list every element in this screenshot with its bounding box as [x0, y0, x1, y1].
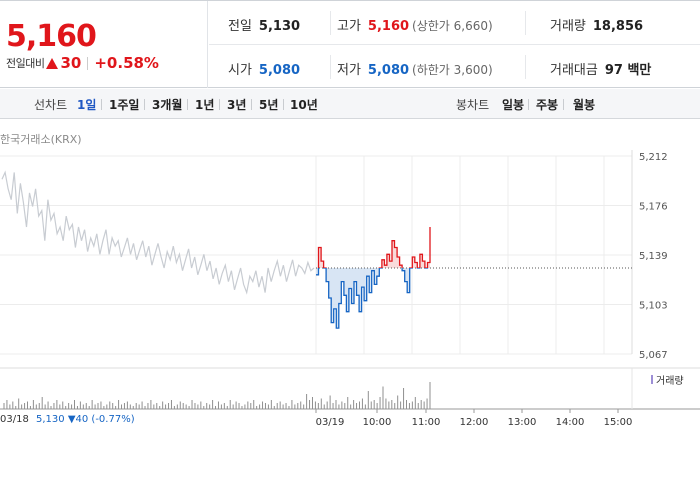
stat-prev-close: 전일 5,130 [228, 19, 301, 34]
stats-col-divider [525, 55, 526, 79]
series-today-line-down [316, 267, 429, 329]
stats-col-divider [330, 55, 331, 79]
stat-volume: 거래량 18,856 [550, 19, 644, 34]
volume-legend: 거래량 [651, 372, 684, 387]
current-price: 5,160 [6, 19, 97, 54]
price-area-fills [316, 227, 632, 329]
period-divider [251, 99, 252, 110]
y-tick-label: 5,176 [639, 202, 668, 213]
stats-col-divider [330, 11, 331, 35]
change-percent: +0.58% [94, 54, 159, 72]
prev-day-summary: 03/18 5,130 ▼40 (-0.77%) [0, 414, 135, 425]
period-1-year[interactable]: 1년 [195, 98, 215, 112]
period-divider [283, 99, 284, 110]
candle-weekly[interactable]: 주봉 [536, 98, 559, 112]
series-today-area-down [316, 267, 428, 329]
exchange-label: 한국거래소(KRX) [0, 133, 82, 146]
stat-trade-amount: 거래대금 97 백만 [550, 63, 652, 78]
period-divider [101, 99, 102, 110]
x-tick-label: 12:00 [460, 417, 489, 428]
period-bar: 선차트 1일 1주일 3개월 1년 3년 5년 10년 봉차트 일봉 주봉 월봉 [0, 89, 700, 119]
change-divider [87, 56, 89, 70]
period-10-years[interactable]: 10년 [290, 98, 318, 112]
change-row: 전일대비 30 +0.58% [6, 54, 159, 72]
price-lines [1, 170, 431, 329]
y-tick-label: 5,212 [639, 152, 668, 163]
x-axis-labels: 03/19 10:00 11:00 12:00 13:00 14:00 15:00 [315, 409, 633, 428]
up-arrow-icon [46, 57, 59, 69]
prev-close: 5,130 ▼40 (-0.77%) [36, 414, 135, 425]
candle-chart-title: 봉차트 [456, 98, 490, 112]
period-divider [563, 99, 564, 110]
stat-low: 저가 5,080 (하한가 3,600) [337, 63, 493, 78]
stat-open: 시가 5,080 [228, 63, 301, 78]
stats-col-divider [525, 11, 526, 35]
line-chart-title: 선차트 [34, 98, 68, 112]
y-tick-label: 5,103 [639, 301, 668, 312]
stat-high: 고가 5,160 (상한가 6,660) [337, 19, 493, 34]
x-tick-label: 15:00 [604, 417, 633, 428]
chart-grid [0, 150, 633, 355]
period-divider [144, 99, 145, 110]
x-tick-label: 13:00 [508, 417, 537, 428]
volume-legend-swatch [651, 375, 653, 384]
period-3-years[interactable]: 3년 [227, 98, 247, 112]
period-divider [187, 99, 188, 110]
change-label: 전일대비 [6, 57, 45, 70]
prev-date: 03/18 [0, 414, 29, 425]
volume-bars [0, 367, 700, 410]
series-prev-day-line [1, 170, 315, 295]
stock-header: 5,160 전일대비 30 +0.58% 전일 5,130 고가 5,160 (상한가… [0, 0, 700, 88]
x-tick-label: 10:00 [363, 417, 392, 428]
y-tick-label: 5,067 [639, 350, 668, 361]
period-3-months[interactable]: 3개월 [152, 98, 183, 112]
candle-monthly[interactable]: 월봉 [573, 98, 596, 112]
period-1-week[interactable]: 1주일 [109, 98, 140, 112]
period-5-years[interactable]: 5년 [259, 98, 279, 112]
x-tick-label: 11:00 [412, 417, 441, 428]
y-axis-labels: 5,212 5,176 5,139 5,103 5,067 [639, 152, 668, 361]
candle-daily[interactable]: 일봉 [502, 98, 525, 112]
stats-divider [209, 44, 700, 45]
change-value: 30 [60, 54, 82, 72]
price-summary: 5,160 전일대비 30 +0.58% [0, 1, 208, 88]
period-divider [219, 99, 220, 110]
y-tick-label: 5,139 [639, 251, 668, 262]
period-divider [528, 99, 529, 110]
x-tick-label: 14:00 [556, 417, 585, 428]
volume-legend-label: 거래량 [656, 376, 684, 387]
x-tick-label: 03/19 [316, 417, 345, 428]
period-1-day[interactable]: 1일 [77, 98, 97, 112]
